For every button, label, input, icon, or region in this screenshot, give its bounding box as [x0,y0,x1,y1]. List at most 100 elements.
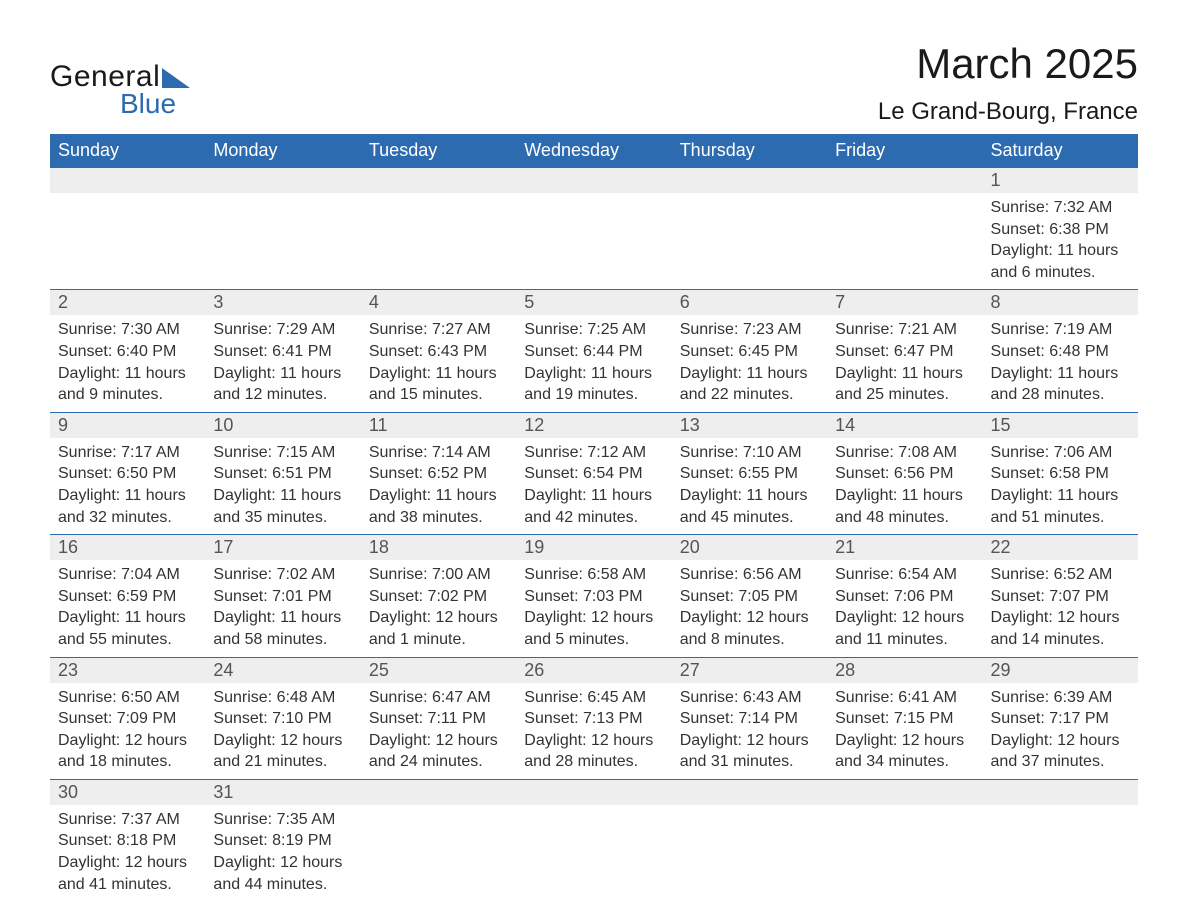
day-d1: Daylight: 12 hours [58,852,197,874]
day-d1: Daylight: 12 hours [680,607,819,629]
day-sr: Sunrise: 7:35 AM [213,809,352,831]
day-d1: Daylight: 12 hours [991,607,1130,629]
day-d1: Daylight: 12 hours [835,730,974,752]
day-detail-cell: Sunrise: 7:02 AMSunset: 7:01 PMDaylight:… [205,560,360,657]
day-number-cell: 6 [672,290,827,316]
day-d1: Daylight: 12 hours [369,607,508,629]
day-sr: Sunrise: 7:25 AM [524,319,663,341]
day-number-row: 2345678 [50,290,1138,316]
day-number-cell: 1 [983,168,1138,194]
day-ss: Sunset: 7:11 PM [369,708,508,730]
day-d2: and 45 minutes. [680,507,819,529]
title-block: March 2025 Le Grand-Bourg, France [878,40,1138,126]
day-detail-cell: Sunrise: 7:12 AMSunset: 6:54 PMDaylight:… [516,438,671,535]
day-number-cell: 30 [50,779,205,805]
weekday-header: Monday [205,134,360,168]
day-ss: Sunset: 6:38 PM [991,219,1130,241]
day-d2: and 14 minutes. [991,629,1130,651]
day-detail-cell: Sunrise: 6:45 AMSunset: 7:13 PMDaylight:… [516,683,671,780]
day-number-cell: 19 [516,535,671,561]
day-d1: Daylight: 12 hours [991,730,1130,752]
day-detail-row: Sunrise: 6:50 AMSunset: 7:09 PMDaylight:… [50,683,1138,780]
day-number-cell: 23 [50,657,205,683]
day-d2: and 31 minutes. [680,751,819,773]
day-number-cell [827,779,982,805]
day-number-cell: 16 [50,535,205,561]
logo-text-blue: Blue [120,88,190,120]
day-number-cell [827,168,982,194]
day-detail-cell [205,193,360,290]
day-d1: Daylight: 11 hours [58,485,197,507]
month-title: March 2025 [878,40,1138,88]
day-ss: Sunset: 7:02 PM [369,586,508,608]
day-detail-cell: Sunrise: 7:14 AMSunset: 6:52 PMDaylight:… [361,438,516,535]
day-number-cell: 25 [361,657,516,683]
day-d2: and 58 minutes. [213,629,352,651]
weekday-header: Wednesday [516,134,671,168]
day-ss: Sunset: 6:50 PM [58,463,197,485]
day-d1: Daylight: 11 hours [58,607,197,629]
day-ss: Sunset: 7:17 PM [991,708,1130,730]
day-ss: Sunset: 7:10 PM [213,708,352,730]
day-number-cell: 27 [672,657,827,683]
day-sr: Sunrise: 6:41 AM [835,687,974,709]
day-ss: Sunset: 8:18 PM [58,830,197,852]
day-detail-cell [516,805,671,901]
day-detail-cell [361,805,516,901]
day-sr: Sunrise: 7:27 AM [369,319,508,341]
day-number-cell [205,168,360,194]
day-ss: Sunset: 7:06 PM [835,586,974,608]
day-sr: Sunrise: 6:39 AM [991,687,1130,709]
day-d2: and 28 minutes. [991,384,1130,406]
day-d1: Daylight: 12 hours [213,852,352,874]
day-detail-row: Sunrise: 7:17 AMSunset: 6:50 PMDaylight:… [50,438,1138,535]
day-detail-cell: Sunrise: 7:27 AMSunset: 6:43 PMDaylight:… [361,315,516,412]
day-number-cell: 10 [205,412,360,438]
day-d2: and 8 minutes. [680,629,819,651]
day-sr: Sunrise: 7:02 AM [213,564,352,586]
day-detail-cell: Sunrise: 6:43 AMSunset: 7:14 PMDaylight:… [672,683,827,780]
day-sr: Sunrise: 7:08 AM [835,442,974,464]
day-number-cell [361,168,516,194]
day-detail-cell: Sunrise: 7:10 AMSunset: 6:55 PMDaylight:… [672,438,827,535]
day-ss: Sunset: 6:48 PM [991,341,1130,363]
calendar-table: SundayMondayTuesdayWednesdayThursdayFrid… [50,134,1138,901]
day-d1: Daylight: 11 hours [524,485,663,507]
day-d2: and 44 minutes. [213,874,352,896]
day-ss: Sunset: 6:40 PM [58,341,197,363]
day-detail-cell: Sunrise: 6:41 AMSunset: 7:15 PMDaylight:… [827,683,982,780]
day-detail-cell: Sunrise: 7:00 AMSunset: 7:02 PMDaylight:… [361,560,516,657]
day-ss: Sunset: 6:44 PM [524,341,663,363]
day-detail-cell [827,193,982,290]
day-d1: Daylight: 11 hours [213,363,352,385]
day-d2: and 22 minutes. [680,384,819,406]
day-detail-cell: Sunrise: 7:29 AMSunset: 6:41 PMDaylight:… [205,315,360,412]
day-detail-cell: Sunrise: 7:23 AMSunset: 6:45 PMDaylight:… [672,315,827,412]
day-number-cell: 20 [672,535,827,561]
day-d1: Daylight: 12 hours [524,607,663,629]
day-detail-cell: Sunrise: 7:17 AMSunset: 6:50 PMDaylight:… [50,438,205,535]
day-detail-row: Sunrise: 7:04 AMSunset: 6:59 PMDaylight:… [50,560,1138,657]
day-number-cell [516,168,671,194]
day-sr: Sunrise: 6:52 AM [991,564,1130,586]
day-d1: Daylight: 11 hours [991,485,1130,507]
day-number-cell [672,168,827,194]
day-number-cell: 2 [50,290,205,316]
day-ss: Sunset: 6:52 PM [369,463,508,485]
day-detail-row: Sunrise: 7:32 AMSunset: 6:38 PMDaylight:… [50,193,1138,290]
day-ss: Sunset: 7:09 PM [58,708,197,730]
day-number-cell: 17 [205,535,360,561]
day-d2: and 6 minutes. [991,262,1130,284]
page-header: General Blue March 2025 Le Grand-Bourg, … [50,40,1138,126]
day-sr: Sunrise: 6:58 AM [524,564,663,586]
day-sr: Sunrise: 6:45 AM [524,687,663,709]
logo-triangle-icon [162,68,190,88]
day-d1: Daylight: 11 hours [991,240,1130,262]
day-detail-cell: Sunrise: 6:48 AMSunset: 7:10 PMDaylight:… [205,683,360,780]
day-d2: and 15 minutes. [369,384,508,406]
day-number-cell: 26 [516,657,671,683]
day-detail-cell: Sunrise: 6:56 AMSunset: 7:05 PMDaylight:… [672,560,827,657]
day-d2: and 34 minutes. [835,751,974,773]
day-detail-cell: Sunrise: 6:58 AMSunset: 7:03 PMDaylight:… [516,560,671,657]
day-detail-cell: Sunrise: 7:08 AMSunset: 6:56 PMDaylight:… [827,438,982,535]
